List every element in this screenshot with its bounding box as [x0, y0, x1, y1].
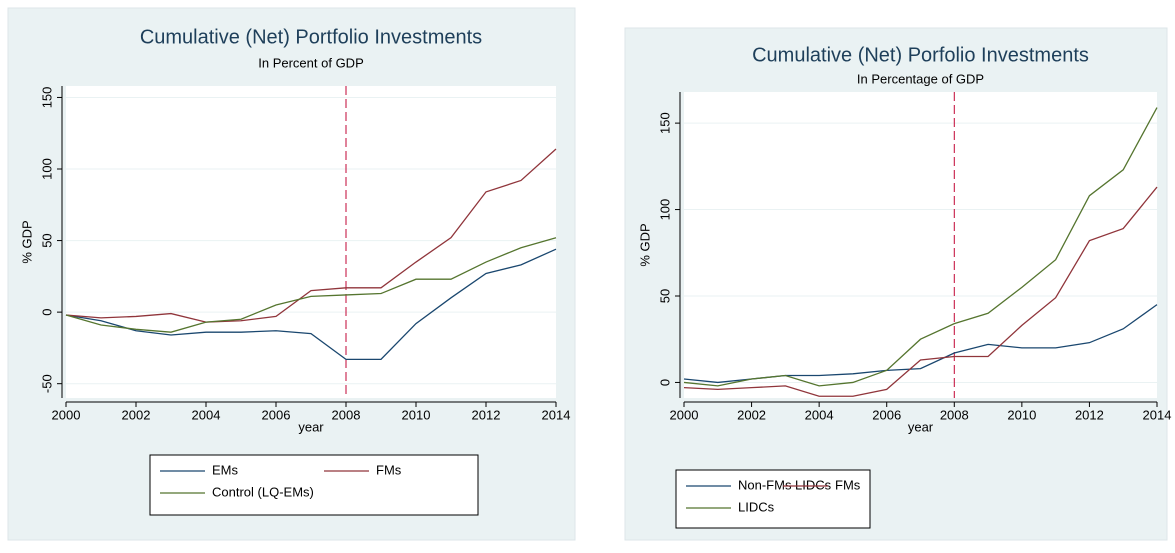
x-tick-label: 2010 — [1007, 407, 1036, 422]
x-tick-label: 2000 — [52, 407, 81, 422]
x-tick-label: 2006 — [872, 407, 901, 422]
x-tick-label: 2012 — [1075, 407, 1104, 422]
x-tick-label: 2012 — [472, 407, 501, 422]
legend-label: EMs — [212, 462, 239, 477]
chart-subtitle: In Percent of GDP — [258, 55, 364, 70]
y-tick-label: 0 — [657, 379, 672, 386]
legend-label: FMs — [376, 462, 402, 477]
x-tick-label: 2004 — [805, 407, 834, 422]
x-tick-label: 2008 — [940, 407, 969, 422]
legend-label: Control (LQ-EMs) — [212, 484, 314, 499]
y-tick-label: 150 — [39, 87, 54, 109]
y-tick-label: 50 — [657, 289, 672, 303]
x-tick-label: 2002 — [737, 407, 766, 422]
x-tick-label: 2000 — [670, 407, 699, 422]
series-line — [65, 237, 557, 333]
y-axis-title: % GDP — [19, 220, 34, 263]
y-tick-label: 50 — [39, 233, 54, 247]
y-tick-label: 100 — [39, 158, 54, 180]
legend — [149, 454, 479, 516]
x-axis-title: year — [298, 419, 324, 434]
legend-label: Non-FMs LIDCs — [738, 477, 832, 492]
legend-label: FMs — [835, 477, 861, 492]
x-tick-label: 2006 — [262, 407, 291, 422]
x-tick-label: 2010 — [402, 407, 431, 422]
chart-subtitle: In Percentage of GDP — [857, 71, 984, 86]
y-tick-label: 100 — [657, 199, 672, 221]
x-axis-title: year — [908, 419, 934, 434]
x-tick-label: 2014 — [1143, 407, 1172, 422]
legend-label: LIDCs — [738, 499, 775, 514]
series-line — [683, 186, 1158, 397]
y-tick-label: 0 — [39, 309, 54, 316]
legend — [675, 469, 871, 529]
series-line — [65, 148, 557, 323]
x-tick-label: 2002 — [122, 407, 151, 422]
series-line — [683, 107, 1158, 387]
chart-title: Cumulative (Net) Porfolio Investments — [752, 44, 1089, 66]
y-tick-label: 150 — [657, 112, 672, 134]
plot-area — [66, 86, 556, 398]
chart-title: Cumulative (Net) Portfolio Investments — [140, 26, 482, 48]
y-tick-label: -50 — [39, 374, 54, 393]
x-tick-label: 2008 — [332, 407, 361, 422]
series-line — [65, 248, 557, 361]
x-tick-label: 2014 — [542, 407, 571, 422]
x-tick-label: 2004 — [192, 407, 221, 422]
y-axis-title: % GDP — [637, 223, 652, 266]
plot-area — [684, 92, 1157, 398]
